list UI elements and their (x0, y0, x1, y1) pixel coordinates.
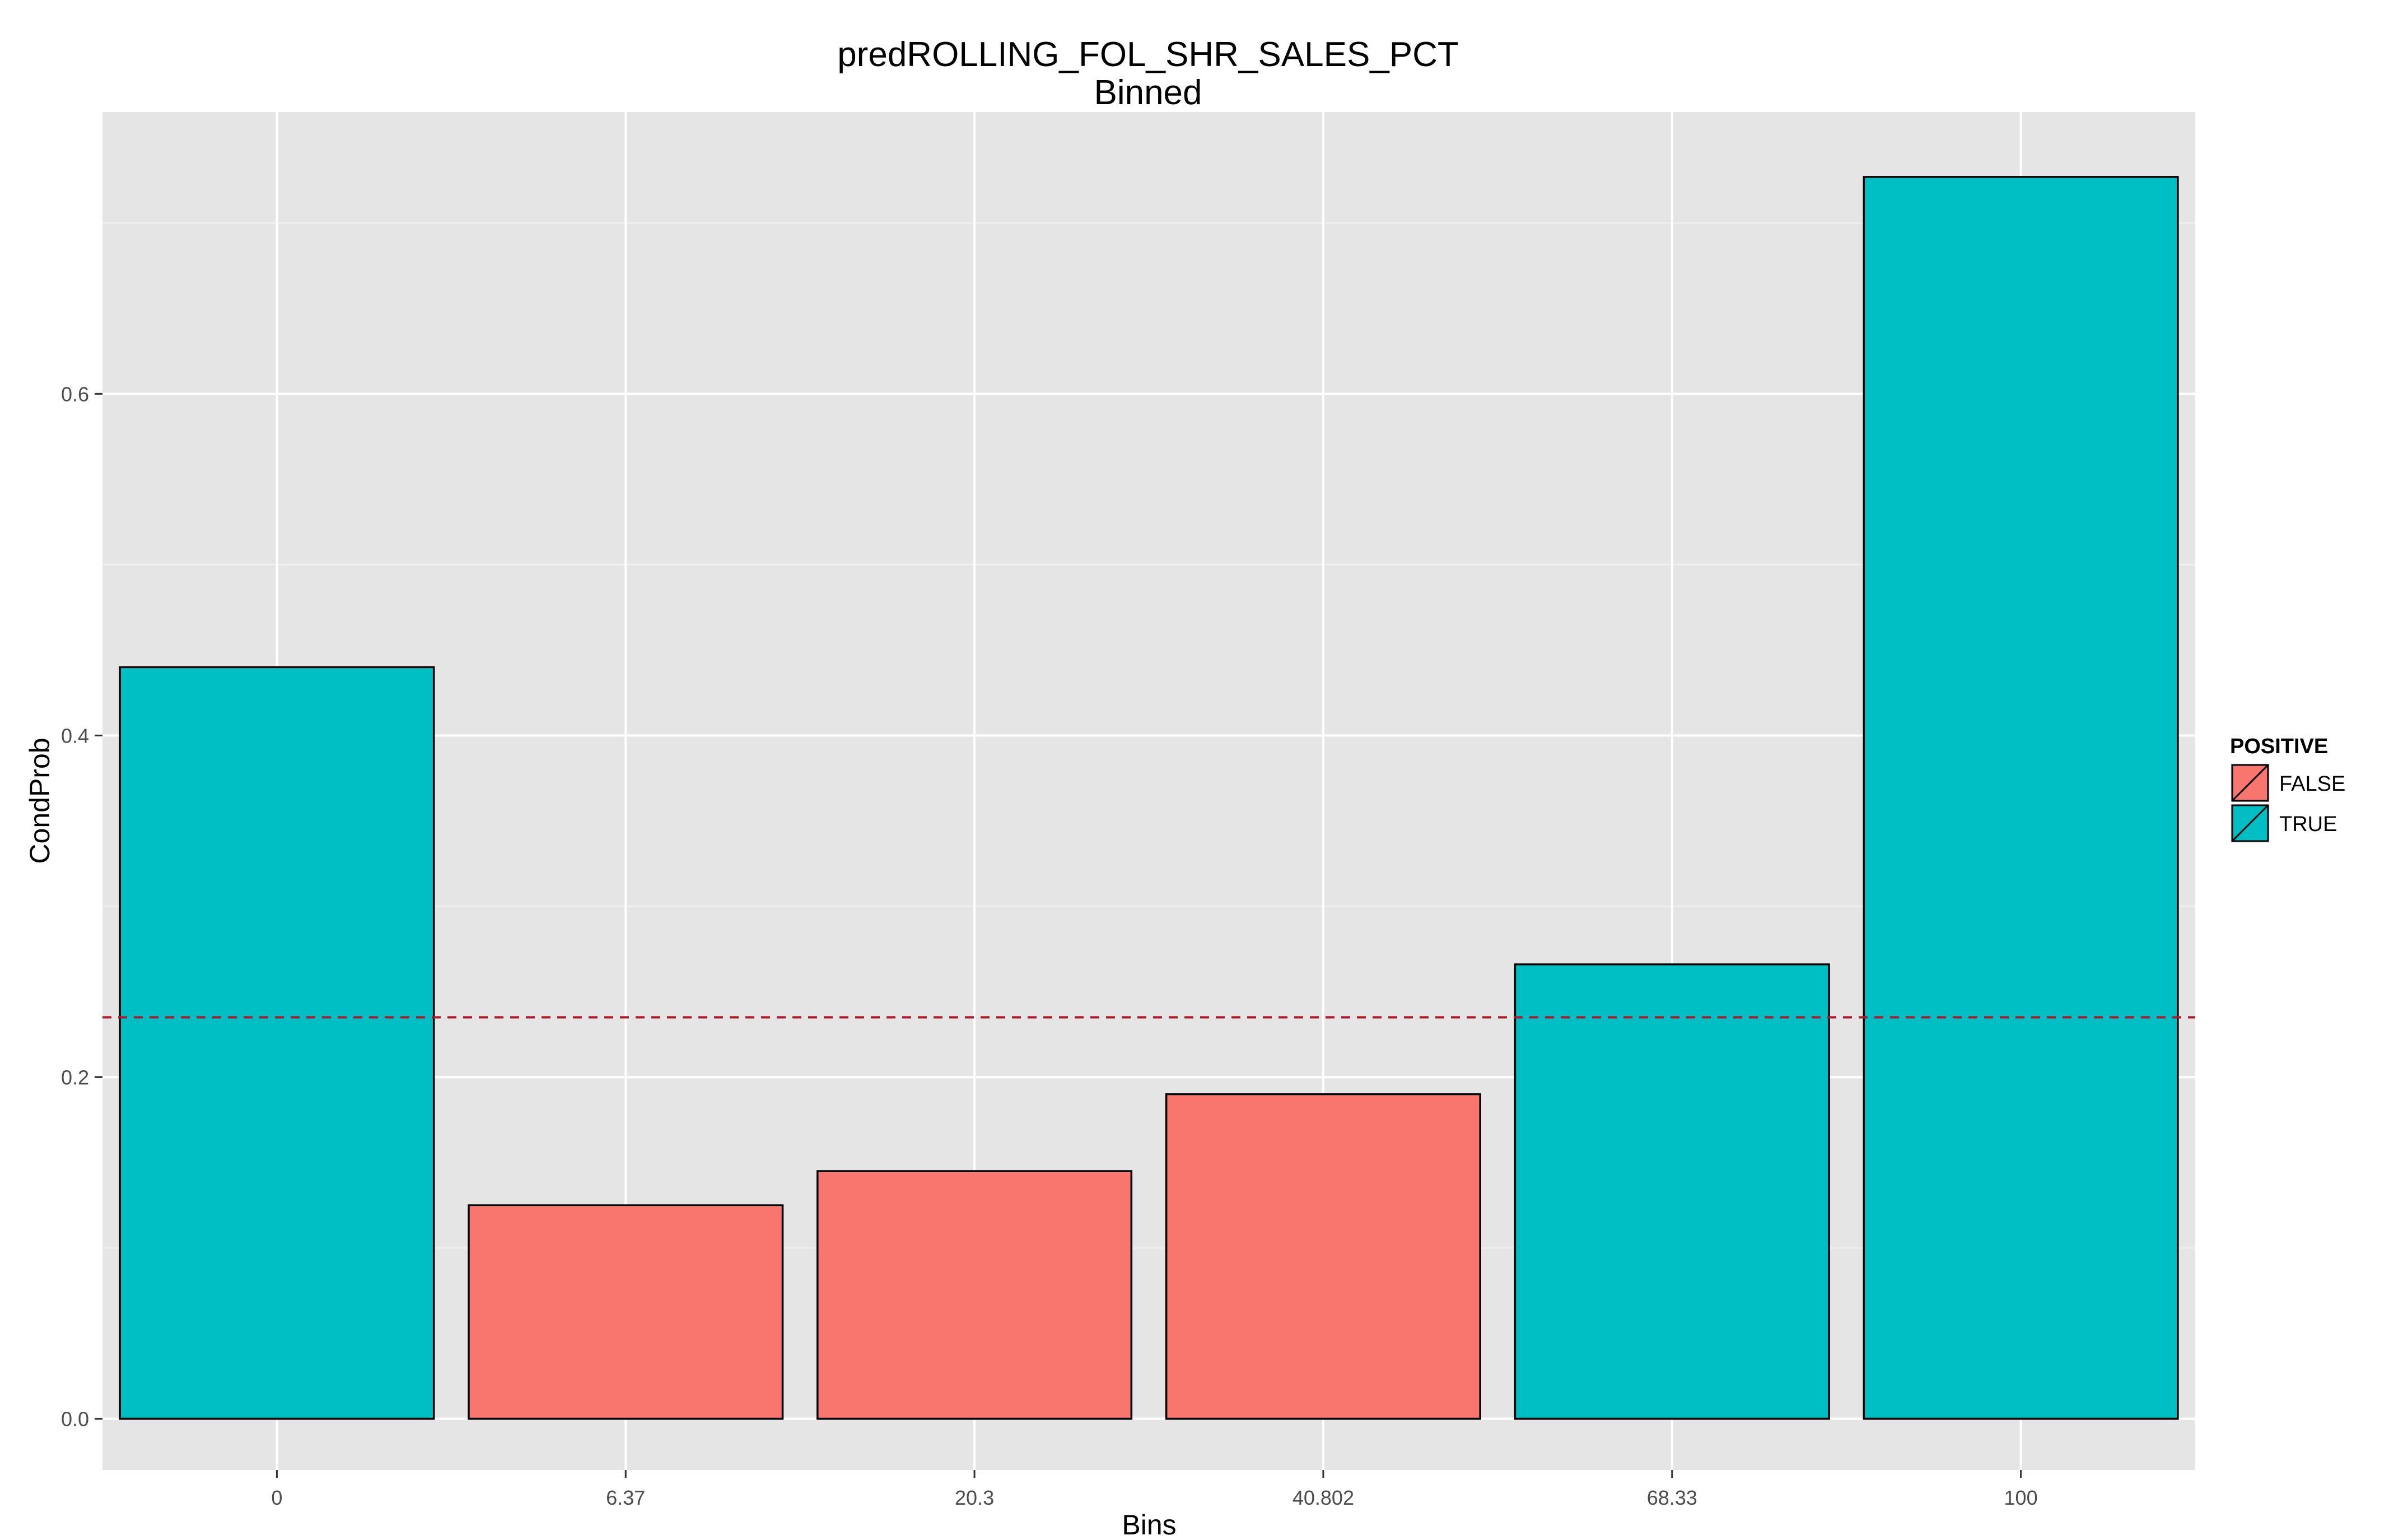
legend-slash (2231, 764, 2269, 802)
x-axis-title: Bins (1122, 1509, 1176, 1540)
legend-label-true: TRUE (2279, 813, 2337, 836)
chart-title: predROLLING_FOL_SHR_SALES_PCT (837, 35, 1459, 74)
x-tick-label: 0 (271, 1486, 282, 1509)
x-tick-label: 6.37 (606, 1486, 645, 1509)
y-axis-title: CondProb (24, 738, 55, 864)
x-tick-label: 40.802 (1293, 1486, 1354, 1509)
y-tick-label: 0.0 (61, 1407, 89, 1430)
bar-20.3 (816, 1170, 1133, 1420)
x-tick-label: 68.33 (1647, 1486, 1697, 1509)
bar-100 (1863, 176, 2179, 1420)
y-tick-label: 0.4 (61, 724, 89, 747)
bar-68.33 (1514, 963, 1830, 1420)
x-tick-label: 20.3 (955, 1486, 994, 1509)
x-axis: 0 6.37 20.3 40.802 68.33 100 (271, 1470, 2038, 1509)
bar-0 (119, 666, 435, 1420)
bars (119, 176, 2179, 1420)
plot-panel (102, 112, 2195, 1470)
y-tick-label: 0.6 (61, 382, 89, 405)
y-axis: 0.0 0.2 0.4 0.6 (61, 382, 102, 1430)
bar-6.37 (468, 1204, 784, 1420)
bar-40.802 (1165, 1093, 1481, 1420)
legend-entries: FALSE TRUE (2229, 762, 2345, 844)
chart-subtitle: Binned (1094, 73, 1202, 112)
y-tick-label: 0.2 (61, 1066, 89, 1089)
legend-label-false: FALSE (2279, 772, 2345, 796)
legend: POSITIVE FALSE TRUE (2229, 735, 2345, 844)
legend-title: POSITIVE (2230, 735, 2328, 758)
x-tick-label: 100 (2004, 1486, 2038, 1509)
legend-slash (2231, 804, 2269, 842)
